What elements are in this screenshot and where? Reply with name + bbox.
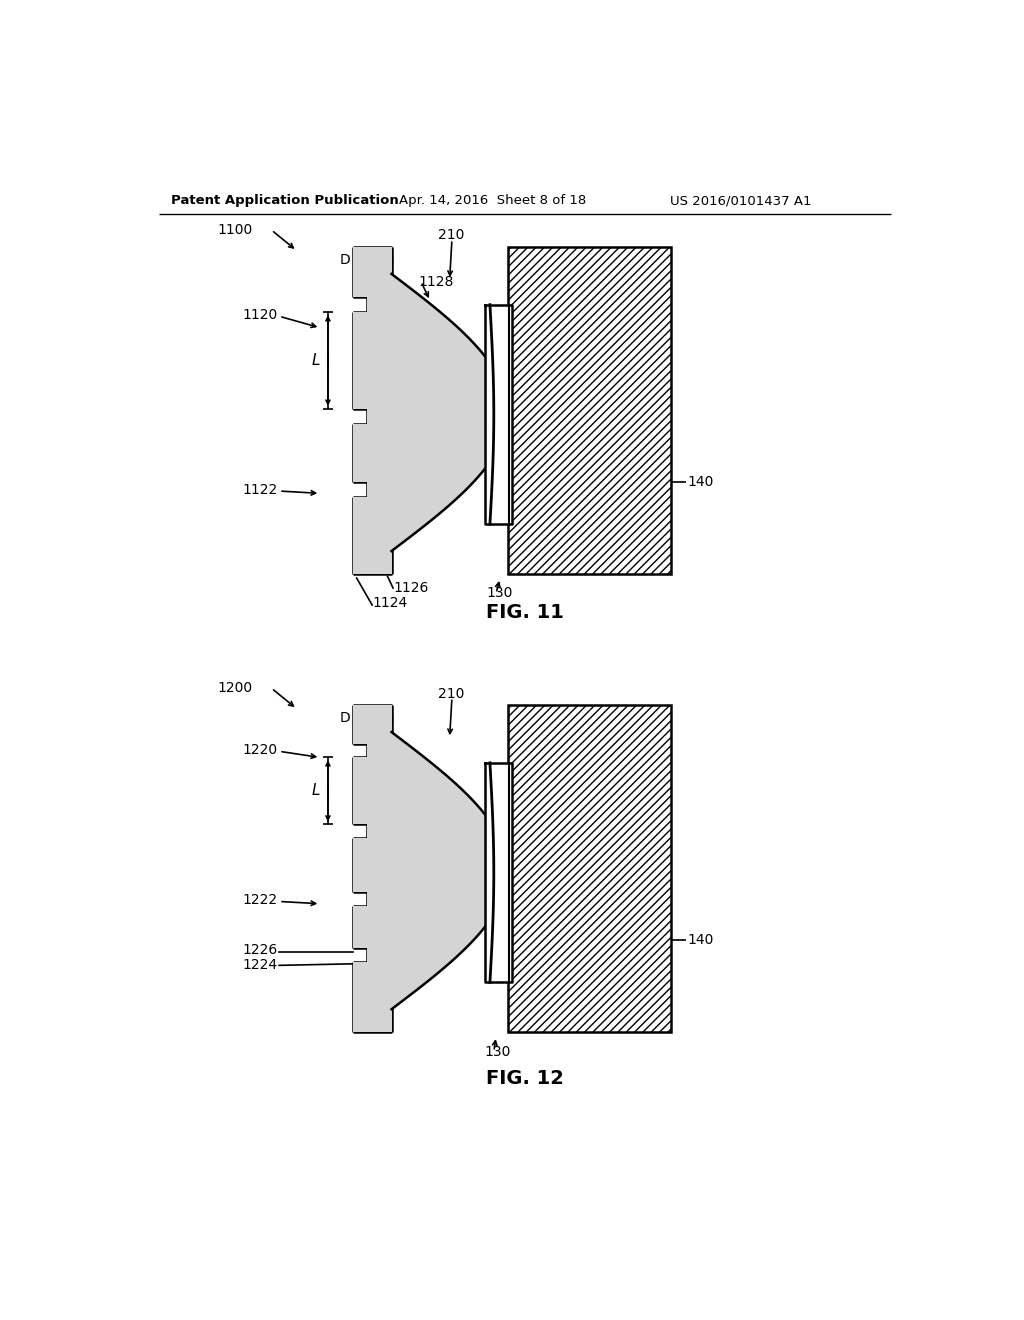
Polygon shape	[391, 275, 508, 552]
Polygon shape	[391, 733, 508, 1010]
Text: 210: 210	[438, 686, 464, 701]
Text: US 2016/0101437 A1: US 2016/0101437 A1	[671, 194, 812, 207]
Text: 1120: 1120	[243, 308, 278, 322]
Bar	[508, 247, 671, 574]
Text: D: D	[340, 711, 350, 725]
Text: Patent Application Publication: Patent Application Publication	[171, 194, 398, 207]
Text: FIG. 11: FIG. 11	[485, 603, 564, 622]
Text: 1122: 1122	[243, 483, 278, 496]
Text: 130: 130	[484, 1044, 511, 1059]
Text: 1224: 1224	[243, 958, 278, 973]
Text: 1222: 1222	[243, 892, 278, 907]
Text: FIG. 12: FIG. 12	[485, 1069, 564, 1088]
Text: L: L	[311, 784, 321, 799]
Text: L: L	[311, 352, 321, 368]
Text: 130: 130	[486, 586, 512, 601]
Text: D: D	[340, 253, 350, 267]
Polygon shape	[484, 763, 512, 982]
Text: 210: 210	[438, 228, 464, 243]
Text: 1220: 1220	[243, 743, 278, 756]
Text: 140: 140	[687, 475, 714, 488]
Bar	[508, 705, 671, 1032]
Polygon shape	[352, 705, 391, 1032]
Text: 1128: 1128	[419, 275, 454, 289]
Text: 1226: 1226	[243, 942, 278, 957]
Text: 1100: 1100	[217, 223, 252, 238]
Polygon shape	[352, 247, 391, 574]
Text: 1126: 1126	[393, 581, 428, 595]
Text: 1124: 1124	[372, 597, 408, 610]
Text: Apr. 14, 2016  Sheet 8 of 18: Apr. 14, 2016 Sheet 8 of 18	[399, 194, 587, 207]
Polygon shape	[484, 305, 512, 524]
Text: 140: 140	[687, 933, 714, 946]
Text: 1200: 1200	[217, 681, 252, 696]
